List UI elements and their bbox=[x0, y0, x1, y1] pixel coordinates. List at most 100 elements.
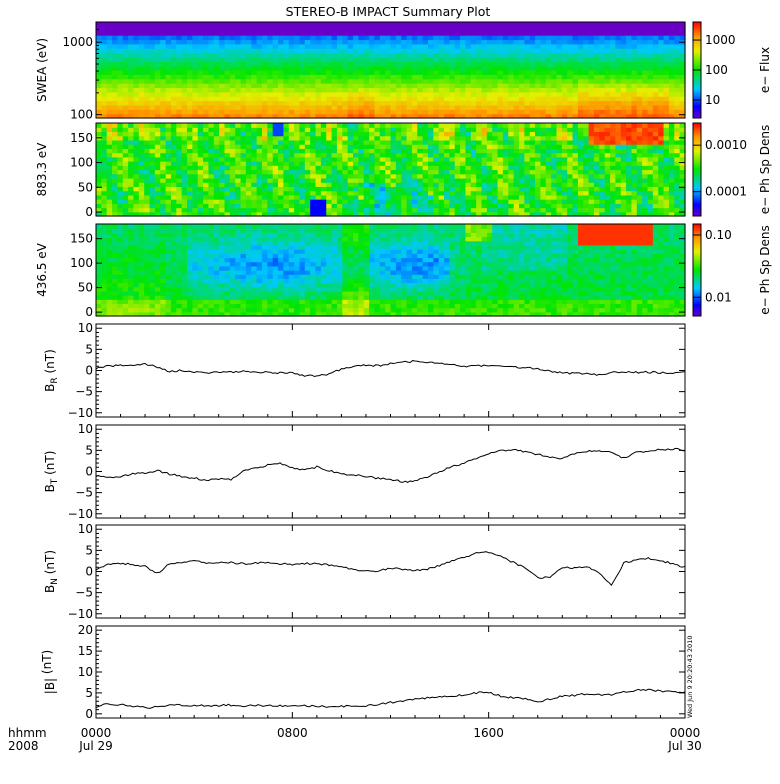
spectrogram-cell bbox=[203, 70, 209, 75]
spectrogram-cell bbox=[128, 31, 134, 36]
spectrogram-cell bbox=[219, 35, 225, 40]
spectrogram-cell bbox=[546, 144, 552, 149]
spectrogram-cell bbox=[380, 53, 386, 58]
spectrogram-cell bbox=[433, 109, 439, 114]
spectrogram-cell bbox=[492, 101, 498, 106]
spectrogram-cell bbox=[482, 131, 488, 136]
spectrogram-cell bbox=[332, 53, 338, 58]
spectrogram-cell bbox=[573, 182, 579, 187]
spectrogram-cell bbox=[476, 66, 482, 71]
spectrogram-cell bbox=[417, 170, 423, 175]
spectrogram-cell bbox=[107, 22, 113, 27]
spectrogram-cell bbox=[626, 26, 632, 31]
spectrogram-cell bbox=[407, 157, 413, 162]
spectrogram-cell bbox=[176, 26, 182, 31]
spectrogram-cell bbox=[514, 144, 520, 149]
spectrogram-cell bbox=[187, 57, 193, 62]
spectrogram-cell bbox=[219, 70, 225, 75]
spectrogram-cell bbox=[101, 144, 107, 149]
spectrogram-cell bbox=[203, 26, 209, 31]
spectrogram-cell bbox=[530, 178, 536, 183]
spectrogram-cell bbox=[208, 61, 214, 66]
spectrogram-cell bbox=[648, 70, 654, 75]
spectrogram-cell bbox=[664, 66, 670, 71]
spectrogram-cell bbox=[278, 31, 284, 36]
spectrogram-cell bbox=[241, 208, 247, 213]
spectrogram-cell bbox=[524, 195, 530, 200]
spectrogram-cell bbox=[535, 199, 541, 204]
spectrogram-cell bbox=[182, 161, 188, 166]
spectrogram-cell bbox=[621, 203, 627, 208]
spectrogram-cell bbox=[556, 39, 562, 44]
spectrogram-cell bbox=[444, 191, 450, 196]
spectrogram-cell bbox=[267, 79, 273, 84]
spectrogram-cell bbox=[353, 144, 359, 149]
spectrogram-cell bbox=[133, 83, 139, 88]
spectrogram-cell bbox=[225, 87, 231, 92]
spectrogram-cell bbox=[465, 136, 471, 141]
spectrogram-cell bbox=[353, 178, 359, 183]
spectrogram-cell bbox=[192, 101, 198, 106]
spectrogram-cell bbox=[117, 109, 123, 114]
spectrogram-cell bbox=[637, 174, 643, 179]
spectrogram-cell bbox=[171, 96, 177, 101]
spectrogram-cell bbox=[117, 79, 123, 84]
spectrogram-cell bbox=[605, 144, 611, 149]
spectrogram-cell bbox=[358, 57, 364, 62]
spectrogram-cell bbox=[465, 92, 471, 97]
spectrogram-cell bbox=[283, 153, 289, 158]
spectrogram-cell bbox=[369, 96, 375, 101]
spectrogram-cell bbox=[310, 165, 316, 170]
spectrogram-cell bbox=[144, 61, 150, 66]
spectrogram-cell bbox=[658, 44, 664, 49]
spectrogram-cell bbox=[573, 199, 579, 204]
spectrogram-cell bbox=[385, 148, 391, 153]
spectrogram-cell bbox=[610, 39, 616, 44]
spectrogram-cell bbox=[380, 131, 386, 136]
spectrogram-cell bbox=[626, 161, 632, 166]
spectrogram-cell bbox=[648, 161, 654, 166]
spectrogram-cell bbox=[562, 161, 568, 166]
spectrogram-cell bbox=[514, 101, 520, 106]
spectrogram-cell bbox=[310, 48, 316, 53]
spectrogram-cell bbox=[631, 136, 637, 141]
spectrogram-cell bbox=[182, 44, 188, 49]
spectrogram-cell bbox=[589, 92, 595, 97]
spectrogram-cell bbox=[637, 144, 643, 149]
spectrogram-cell bbox=[225, 44, 231, 49]
spectrogram-cell bbox=[251, 178, 257, 183]
spectrogram-cell bbox=[273, 127, 279, 132]
spectrogram-cell bbox=[423, 161, 429, 166]
spectrogram-cell bbox=[621, 123, 627, 128]
spectrogram-cell bbox=[283, 79, 289, 84]
spectrogram-cell bbox=[273, 61, 279, 66]
spectrogram-cell bbox=[208, 136, 214, 141]
spectrogram-cell bbox=[321, 148, 327, 153]
spectrogram-cell bbox=[637, 182, 643, 187]
spectrogram-cell bbox=[117, 299, 123, 304]
spectrogram-cell bbox=[257, 178, 263, 183]
spectrogram-cell bbox=[267, 83, 273, 88]
spectrogram-cell bbox=[155, 92, 161, 97]
spectrogram-cell bbox=[433, 70, 439, 75]
spectrogram-cell bbox=[225, 157, 231, 162]
spectrogram-cell bbox=[112, 278, 118, 283]
spectrogram-cell bbox=[594, 70, 600, 75]
spectrogram-cell bbox=[278, 101, 284, 106]
spectrogram-cell bbox=[374, 208, 380, 213]
spectrogram-cell bbox=[391, 92, 397, 97]
spectrogram-cell bbox=[578, 57, 584, 62]
spectrogram-cell bbox=[112, 79, 118, 84]
spectrogram-cell bbox=[428, 165, 434, 170]
spectrogram-cell bbox=[246, 199, 252, 204]
spectrogram-cell bbox=[492, 148, 498, 153]
spectrogram-cell bbox=[653, 31, 659, 36]
spectrogram-cell bbox=[96, 109, 102, 114]
spectrogram-cell bbox=[112, 283, 118, 288]
spectrogram-cell bbox=[551, 178, 557, 183]
spectrogram-cell bbox=[144, 136, 150, 141]
spectrogram-cell bbox=[519, 182, 525, 187]
spectrogram-cell bbox=[235, 31, 241, 36]
spectrogram-cell bbox=[337, 66, 343, 71]
